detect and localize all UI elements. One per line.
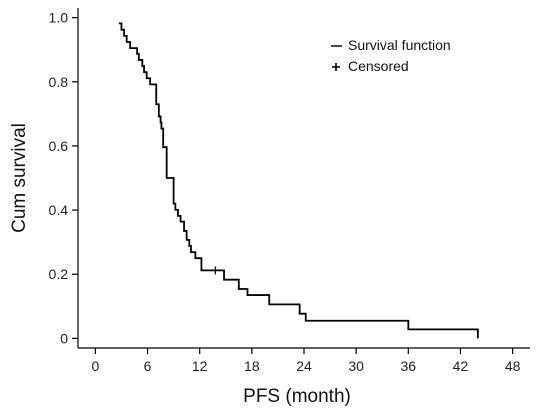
y-axis-title: Cum survival bbox=[9, 123, 30, 233]
legend-label-censored: Censored bbox=[348, 58, 409, 74]
y-tick-label: 0.8 bbox=[49, 74, 69, 90]
survival-function-line bbox=[118, 22, 479, 339]
x-tick-label: 0 bbox=[91, 358, 99, 374]
x-axis-title: PFS (month) bbox=[243, 386, 351, 407]
y-tick-label: 0 bbox=[60, 330, 68, 346]
x-tick-label: 30 bbox=[348, 358, 364, 374]
x-tick-label: 18 bbox=[244, 358, 260, 374]
legend-label-survival: Survival function bbox=[348, 37, 451, 53]
x-tick-label: 12 bbox=[192, 358, 208, 374]
x-tick-label: 48 bbox=[505, 358, 521, 374]
x-tick-label: 36 bbox=[401, 358, 417, 374]
y-tick-label: 0.2 bbox=[49, 266, 69, 282]
x-tick-label: 42 bbox=[453, 358, 469, 374]
x-tick-label: 6 bbox=[144, 358, 152, 374]
y-tick-label: 0.4 bbox=[49, 202, 69, 218]
x-tick-label: 24 bbox=[296, 358, 312, 374]
y-tick-label: 0.6 bbox=[49, 138, 69, 154]
y-tick-label: 1.0 bbox=[49, 10, 69, 26]
